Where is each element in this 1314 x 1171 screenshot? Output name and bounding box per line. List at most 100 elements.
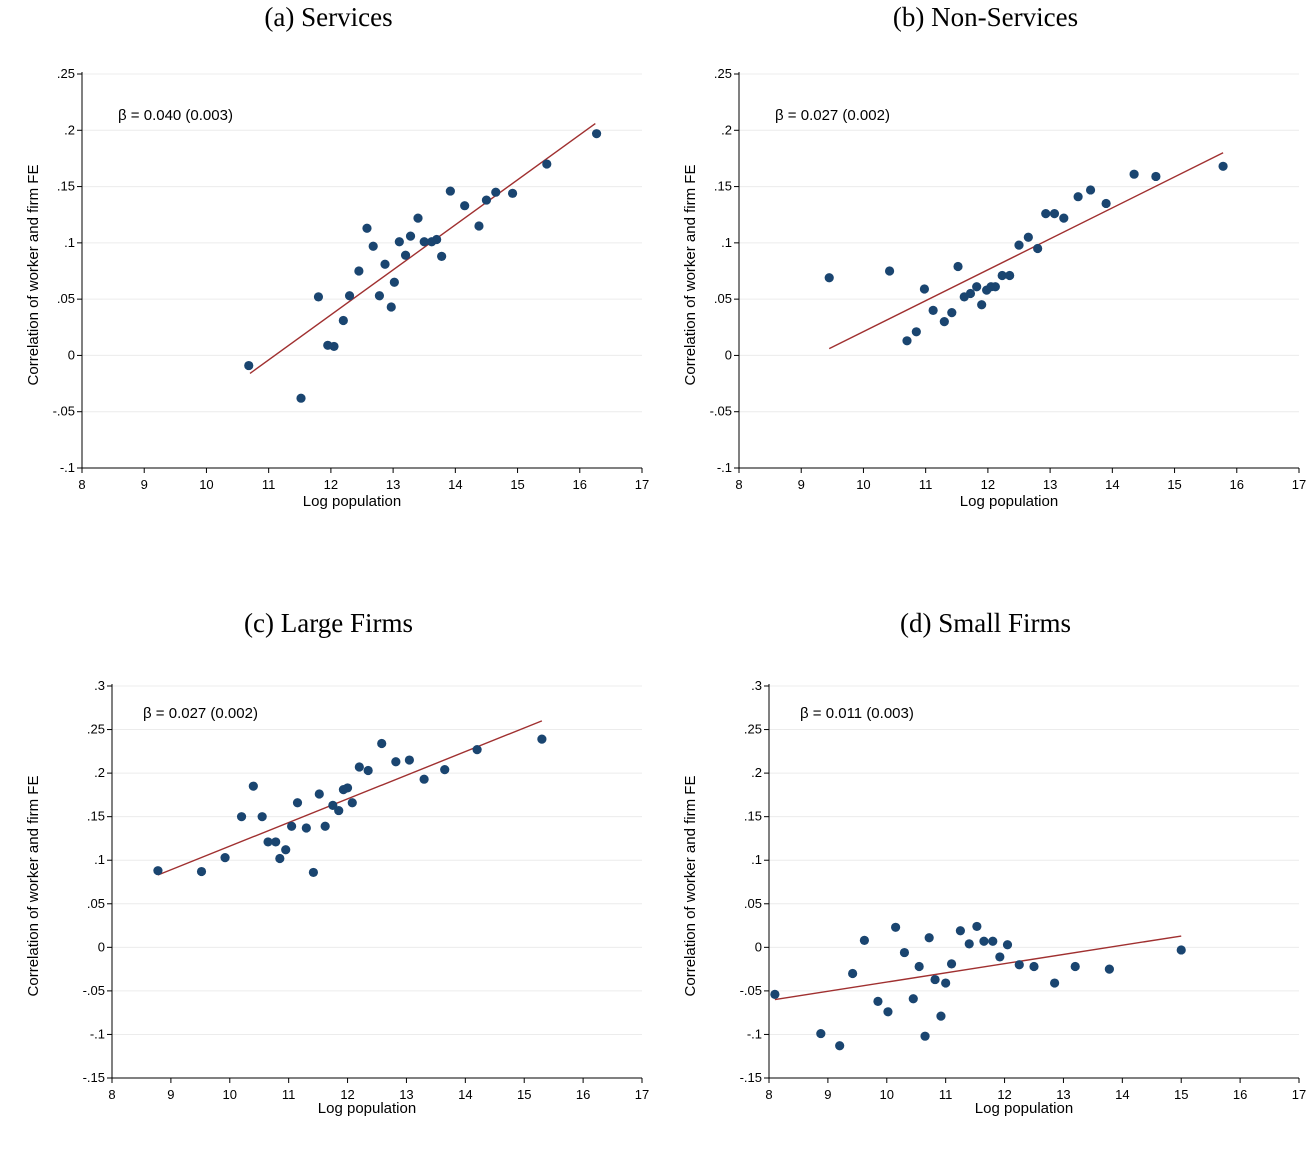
y-tick-label: .15	[744, 809, 762, 824]
x-tick-label: 11	[262, 477, 276, 492]
y-axis-title: Correlation of worker and firm FE	[682, 776, 699, 997]
scatter-point	[257, 812, 267, 822]
panel-large-firms: (c) Large Firms -.15 -.1 -.05 0 .05 .1 .15 .2 .2…	[0, 606, 657, 1171]
scatter-point	[196, 866, 207, 877]
y-axis-title: Correlation of worker and firm FE	[25, 776, 42, 997]
scatter-point	[965, 288, 976, 299]
scatter-point	[1085, 185, 1096, 195]
chart-title: (a) Services	[264, 2, 393, 32]
scatter-point	[953, 261, 963, 272]
y-tick-label: .2	[721, 122, 732, 137]
scatter-point	[244, 360, 254, 371]
y-tick-label: 0	[725, 347, 732, 362]
scatter-point	[997, 270, 1007, 281]
scatter-point	[460, 201, 470, 211]
scatter-point	[1218, 161, 1228, 171]
x-axis-title: Log population	[318, 1100, 416, 1117]
scatter-point	[338, 315, 348, 326]
scatter-point	[400, 250, 411, 260]
y-tick-label: -.1	[90, 1026, 105, 1041]
x-tick-label: 17	[1292, 1087, 1306, 1102]
x-tick-label: 13	[1043, 477, 1057, 492]
scatter-point	[1129, 169, 1139, 179]
scatter-point	[281, 845, 291, 855]
y-tick-label: 0	[98, 939, 105, 954]
scatter-point	[347, 798, 357, 808]
x-tick-label: 11	[939, 1087, 953, 1102]
scatter-point	[404, 755, 414, 765]
x-tick-label: 17	[635, 477, 649, 492]
fitted-line	[828, 152, 1224, 350]
y-axis-title: Correlation of worker and firm FE	[25, 165, 42, 386]
y-tick-label: 0	[68, 347, 75, 362]
x-axis-title: Log population	[975, 1100, 1073, 1117]
scatter-point	[591, 129, 602, 139]
y-tick-label: .25	[744, 722, 762, 737]
y-tick-label: -.05	[83, 983, 105, 998]
y-tick-label: .25	[87, 722, 105, 737]
beta-annotation: β = 0.040 (0.003)	[118, 107, 233, 124]
scatter-point	[920, 1031, 930, 1041]
x-tick-label: 17	[635, 1087, 649, 1102]
x-tick-label: 15	[1167, 477, 1181, 492]
x-tick-label: 8	[78, 477, 85, 492]
y-tick-label: .15	[57, 179, 75, 194]
y-tick-label: .15	[87, 809, 105, 824]
scatter-point	[770, 989, 780, 999]
scatter-point	[899, 947, 910, 958]
scatter-point	[342, 783, 353, 793]
x-tick-label: 14	[458, 1087, 472, 1102]
x-tick-label: 8	[108, 1087, 115, 1102]
scatter-point	[263, 837, 273, 847]
scatter-point	[542, 159, 552, 169]
y-tick-label: .3	[94, 678, 105, 693]
y-tick-label: .05	[714, 291, 732, 306]
scatter-point	[287, 821, 297, 831]
scatter-point	[481, 195, 492, 205]
panel-services: (a) Services -.1 -.05 0 .05 .1 .15 .2 .25 8 9 10 11…	[0, 0, 657, 565]
y-tick-label: -.1	[747, 1026, 762, 1041]
y-tick-label: -.15	[83, 1070, 105, 1085]
x-tick-label: 14	[1105, 477, 1119, 492]
scatter-point	[972, 282, 982, 292]
scatter-point	[972, 921, 982, 932]
scatter-point	[301, 823, 311, 833]
scatter-point	[354, 762, 364, 772]
x-tick-label: 9	[141, 477, 148, 492]
scatter-point	[391, 757, 401, 767]
scatter-point	[964, 939, 974, 949]
chart-title: (b) Non-Services	[892, 2, 1079, 32]
x-tick-label: 10	[880, 1087, 894, 1102]
x-tick-label: 12	[340, 1087, 354, 1102]
panel-small-firms: (d) Small Firms -.15 -.1 -.05 0 .05 .1 .15 .2 .2…	[657, 606, 1314, 1171]
y-tick-label: .1	[721, 235, 732, 250]
y-tick-label: .15	[714, 179, 732, 194]
scatter-point	[1023, 232, 1033, 242]
scatter-point	[977, 300, 987, 310]
scatter-point	[389, 277, 399, 287]
scatter-point	[1151, 171, 1161, 182]
scatter-point	[362, 223, 372, 233]
scatter-point	[334, 805, 344, 816]
scatter-point	[884, 266, 895, 276]
scatter-point	[947, 308, 957, 318]
scatter-point	[271, 837, 281, 847]
x-tick-label: 12	[997, 1087, 1011, 1102]
scatter-point	[313, 292, 324, 302]
y-tick-label: .25	[57, 66, 75, 81]
scatter-point	[902, 336, 912, 346]
x-axis-title: Log population	[960, 493, 1058, 510]
y-tick-label: -.1	[60, 460, 75, 475]
scatter-point	[1176, 945, 1186, 955]
x-tick-label: 9	[167, 1087, 174, 1102]
scatter-point	[413, 213, 423, 223]
scatter-point	[368, 241, 378, 251]
scatter-point	[474, 221, 484, 231]
fitted-line	[249, 122, 596, 375]
x-tick-label: 16	[573, 477, 587, 492]
scatter-plot-small-firms: -.15 -.1 -.05 0 .05 .1 .15 .2 .25 .3 8 9 10 11 12 13 14 1…	[682, 678, 1306, 1117]
x-tick-label: 8	[735, 477, 742, 492]
scatter-point	[1104, 964, 1114, 974]
chart-title: (c) Large Firms	[244, 608, 413, 638]
scatter-point	[308, 867, 318, 878]
